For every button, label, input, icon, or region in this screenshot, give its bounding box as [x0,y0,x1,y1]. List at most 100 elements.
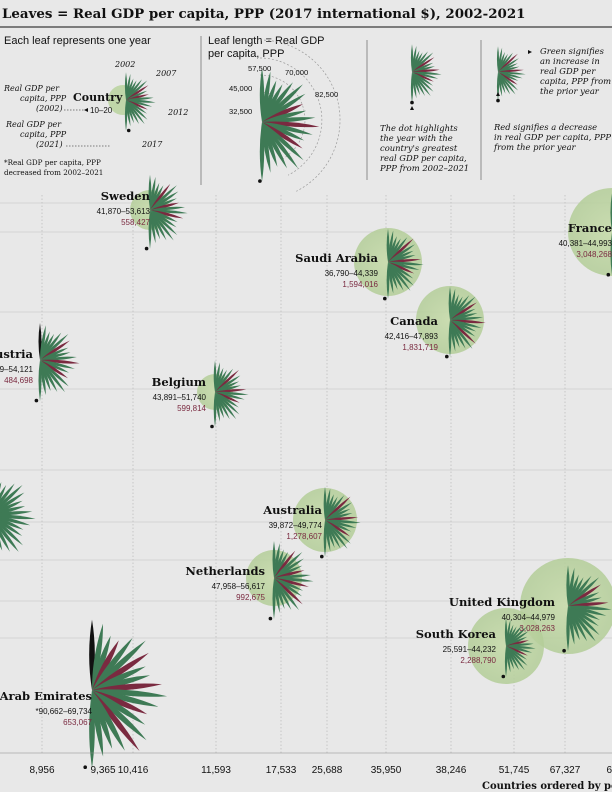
leaf-mark [388,244,415,262]
max-year-dot [320,554,324,559]
leaf-mark [498,72,516,95]
leaf-mark [450,320,482,328]
leaf-mark [92,683,162,691]
leaf-mark [325,520,352,532]
leaf-mark [262,93,306,122]
leaf-mark [450,295,470,320]
leaf-mark [150,210,177,228]
leaf-mark [498,72,518,85]
leaf-mark [262,122,303,149]
leaf-mark [410,72,414,103]
leaf-mark [506,631,529,646]
leaf-mark [215,381,240,392]
leaf-mark [568,602,609,607]
scale-arc [259,74,306,161]
legend-gdp-2021-line3: (2021) [36,140,63,149]
legend-red-text: in real GDP per capita, PPP [494,132,611,142]
leaf-mark [566,606,570,652]
leaf-mark [0,522,23,546]
leaf-mark [325,520,341,549]
leaf-mark [92,652,149,690]
leaf-mark [325,520,351,544]
legend-scale-label: 70,000 [285,68,308,77]
leaf-mark [126,94,149,100]
leaf-mark [450,320,473,349]
leaf-mark [126,73,131,100]
leaf-mark [40,360,51,391]
leaf-mark [274,550,296,578]
leaf-mark [262,80,277,122]
country-name: Belgium [152,375,206,389]
leaf-mark [325,520,331,552]
leaf-mark [150,210,174,241]
leaf-mark [388,261,424,266]
legend-heading: per capita, PPP [208,48,284,60]
leaf-mark [567,567,575,606]
leaf-mark [498,52,513,72]
leaf-mark [325,488,331,520]
leaf-mark [91,623,104,690]
leaf-mark [150,202,179,210]
x-axis-ticks: 8,956 9,365 10,416 11,593 17,533 25,688 35,950… [29,765,612,776]
legend-dot-text: country's greatest [380,143,458,153]
leaf-mark [150,210,184,219]
leaf-mark [274,578,285,609]
country-range: 25,591–44,232 [443,645,497,654]
leaf-mark [498,53,518,72]
country-name: Arab Emirates [0,689,92,703]
leaf-mark [150,183,171,210]
leaf-mark [40,334,69,360]
leaf-mark [498,47,503,72]
max-year-dot [383,296,387,301]
leaf-mark [40,360,75,369]
leaf-mark [150,176,156,210]
country-value: 3,028,263 [519,624,555,633]
leaf-mark [40,340,70,360]
country-range: 47,958–56,617 [212,582,266,591]
leaf-mark [150,191,179,210]
leaf-mark [412,72,434,92]
legend-scale-label: 82,500 [315,90,338,99]
leaf-mark [40,360,65,393]
leaf-mark [150,185,177,210]
leaf-mark [506,643,534,647]
max-year-dot [144,246,149,251]
leaf-mark [498,58,519,72]
country-mark [34,323,80,403]
country-range: 40,381–44,993 [559,239,612,248]
leaf-mark [388,262,394,294]
legend-example-leaves [496,46,526,103]
legend-dot-text: PPP from 2002–2021 [379,163,469,173]
country-mark [83,619,168,769]
leaf-mark [325,519,361,524]
leaf-mark [412,52,423,72]
leaf-mark [126,100,148,120]
leaf-mark [498,71,526,75]
leaf-mark [92,690,159,707]
leaf-mark [215,369,227,392]
leaf-mark [388,255,416,262]
leaf-mark [0,519,23,536]
leaf-mark [412,62,434,72]
leaf-mark [262,117,316,123]
legend-range-label: 10–20 [90,106,113,115]
leaf-mark [150,206,185,211]
leaf-mark [92,690,113,749]
country-value: 599,814 [177,404,206,413]
leaf-mark [0,517,24,530]
leaf-mark [40,360,68,379]
leaf-mark [388,238,414,262]
leaf-mark [412,45,417,72]
leaf-mark [450,296,463,320]
country-value: 484,698 [4,376,33,385]
leaf-mark [388,262,404,291]
leaf-mark [450,313,478,320]
leaf-mark [0,483,15,505]
leaf-mark [215,385,241,392]
leaf-mark [0,516,31,526]
leaf-mark [412,50,420,72]
leaf-mark [92,690,140,751]
country-mark [416,286,486,359]
leaf-mark [506,646,519,670]
leaf-mark [498,72,523,79]
